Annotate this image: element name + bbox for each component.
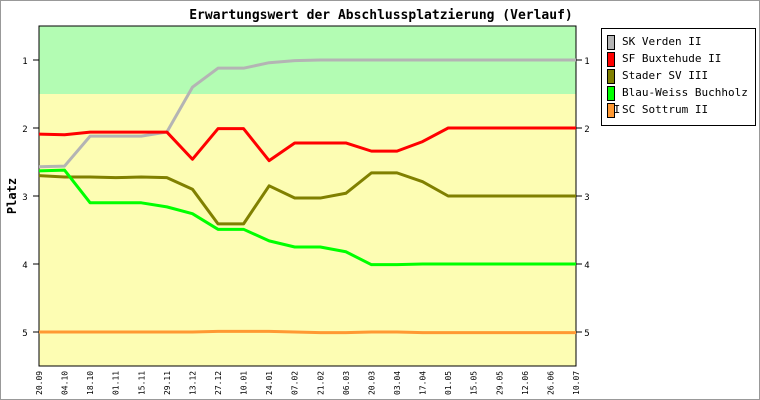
legend-label: SK Verden II (622, 35, 702, 48)
x-tick-label: 10.01 (240, 371, 249, 395)
x-tick-label: 26.06 (546, 371, 555, 395)
x-tick-label: 04.10 (61, 371, 70, 395)
x-tick-label: 07.02 (291, 371, 300, 395)
x-tick-label: 01.11 (112, 371, 121, 395)
x-tick-label: 10.07 (572, 371, 581, 395)
legend-item: SK Verden II (607, 33, 701, 50)
series-line-stader-sv-iii (38, 171, 576, 226)
x-tick-label: 20.03 (367, 371, 376, 395)
y-tick-label-right: 1 (584, 57, 589, 67)
legend-swatch (607, 85, 615, 101)
x-tick-label: 06.03 (342, 371, 351, 395)
y-tick-label-left: 2 (22, 125, 27, 135)
x-tick-label: 15.11 (137, 371, 146, 395)
legend-swatch (607, 51, 615, 67)
y-tick-label-left: 5 (22, 329, 27, 339)
legend-item: SC Sottrum II (607, 101, 708, 118)
legend-swatch (607, 34, 615, 50)
series-line-blau-weiss-buchholz-ii (38, 168, 576, 267)
legend-item: SF Buxtehude II (607, 50, 721, 67)
x-tick-label: 20.09 (35, 371, 44, 395)
x-tick-label: 17.04 (419, 371, 428, 395)
x-tick-label: 29.11 (163, 371, 172, 395)
x-tick-label: 21.02 (316, 371, 325, 395)
x-tick-label: 18.10 (86, 371, 95, 395)
y-tick-label-right: 2 (584, 125, 589, 135)
legend-item: Blau-Weiss Buchholz II (607, 84, 755, 116)
x-tick-label: 24.01 (265, 371, 274, 395)
legend-item: Stader SV III (607, 67, 708, 84)
background-band (39, 94, 576, 366)
x-tick-label: 03.04 (393, 371, 402, 395)
legend: SK Verden II SF Buxtehude II Stader SV III… (601, 28, 756, 126)
chart-title: Erwartungswert der Abschlussplatzierung … (189, 8, 573, 23)
series-line-sf-buxtehude-ii (38, 126, 576, 163)
series-line-sk-verden-ii (38, 58, 576, 169)
x-tick-label: 27.12 (214, 371, 223, 395)
legend-swatch (607, 68, 615, 84)
y-tick-label-left: 4 (22, 261, 27, 271)
legend-label: Stader SV III (622, 69, 709, 82)
y-tick-label-right: 4 (584, 261, 589, 271)
y-tick-label-left: 1 (22, 57, 27, 67)
y-tick-label-right: 3 (584, 193, 589, 203)
series-line-sc-sottrum-ii (39, 329, 576, 335)
y-tick-label-right: 5 (584, 329, 589, 339)
y-tick-label-left: 3 (22, 193, 27, 203)
legend-label: SF Buxtehude II (622, 52, 722, 65)
y-axis-label: Platz (5, 178, 19, 214)
x-tick-label: 01.05 (444, 371, 453, 395)
x-tick-label: 13.12 (188, 371, 197, 395)
legend-label: SC Sottrum II (622, 103, 709, 116)
x-tick-label: 15.05 (470, 371, 479, 395)
x-tick-label: 12.06 (521, 371, 530, 395)
legend-swatch (607, 102, 615, 118)
x-tick-label: 29.05 (495, 371, 504, 395)
